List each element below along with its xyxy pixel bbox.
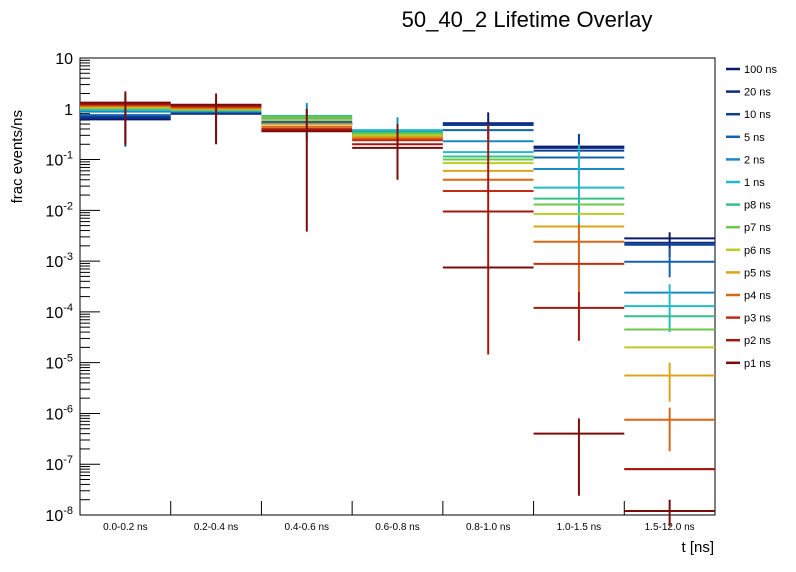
legend-label: p2 ns: [744, 335, 771, 347]
series-p1-ns: [80, 91, 715, 527]
legend: 100 ns 20 ns 10 ns 5 ns 2 ns 1 ns p8 ns p7 ns p6…: [726, 64, 778, 370]
y-tick-label: 10-5: [45, 353, 73, 373]
legend-label: p4 ns: [744, 290, 771, 302]
x-tick-label: 1.5-12.0 ns: [645, 522, 695, 533]
y-tick-label: 10-3: [45, 251, 73, 271]
y-tick-label: 1: [64, 102, 73, 119]
legend-label: 1 ns: [744, 177, 765, 189]
legend-label: 10 ns: [744, 109, 771, 121]
legend-label: 5 ns: [744, 132, 765, 144]
legend-label: 2 ns: [744, 154, 765, 166]
x-axis: 0.0-0.2 ns 0.2-0.4 ns 0.4-0.6 ns 0.6-0.8 ns…: [103, 501, 695, 533]
y-tick-label: 10-8: [45, 505, 73, 525]
legend-label: p8 ns: [744, 200, 771, 212]
y-tick-label: 10-7: [45, 454, 73, 474]
legend-label: p6 ns: [744, 245, 771, 257]
y-axis: 10 1 10-1 10-2 10-3 10-4 10-5 10-6 10-7 10-8: [45, 51, 100, 525]
legend-label: p1 ns: [744, 358, 771, 370]
x-tick-label: 0.2-0.4 ns: [194, 522, 238, 533]
legend-label: p5 ns: [744, 267, 771, 279]
series-layer: [80, 91, 715, 527]
y-axis-title: frac events/ns: [9, 110, 26, 203]
y-tick-label: 10-4: [45, 302, 73, 322]
chart-title: 50_40_2 Lifetime Overlay: [402, 7, 653, 32]
y-tick-label: 10-1: [45, 150, 73, 170]
x-tick-label: 0.0-0.2 ns: [103, 522, 147, 533]
x-axis-title: t [ns]: [681, 539, 714, 556]
x-tick-label: 0.4-0.6 ns: [285, 522, 329, 533]
x-tick-label: 0.8-1.0 ns: [466, 522, 510, 533]
legend-label: p7 ns: [744, 222, 771, 234]
x-tick-label: 1.0-1.5 ns: [557, 522, 601, 533]
legend-label: 100 ns: [744, 64, 778, 76]
x-tick-label: 0.6-0.8 ns: [375, 522, 419, 533]
y-tick-label: 10: [55, 51, 73, 68]
y-tick-label: 10-2: [45, 200, 73, 220]
legend-label: p3 ns: [744, 313, 771, 325]
legend-label: 20 ns: [744, 87, 771, 99]
y-tick-label: 10-6: [45, 403, 73, 423]
plot-frame: [79, 57, 716, 516]
